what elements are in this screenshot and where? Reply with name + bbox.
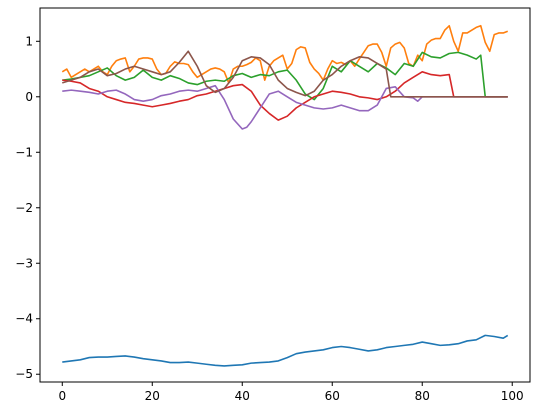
- x-tick-label: 60: [325, 389, 340, 403]
- y-tick-label: −3: [15, 256, 33, 270]
- x-tick-label: 20: [145, 389, 160, 403]
- y-tick-label: −5: [15, 367, 33, 381]
- y-tick-label: 0: [25, 90, 33, 104]
- x-tick-label: 40: [235, 389, 250, 403]
- series-line-4: [62, 71, 508, 121]
- x-tick-label: 100: [501, 389, 524, 403]
- x-tick-label: 0: [58, 389, 66, 403]
- y-tick-label: 1: [25, 34, 33, 48]
- y-tick-label: −2: [15, 201, 33, 215]
- series-line-5: [62, 84, 508, 130]
- x-axis: 0 20 40 60 80 100: [58, 382, 524, 403]
- series-line-3: [62, 51, 508, 101]
- y-axis: 1 0 −1 −2 −3 −4 −5: [15, 34, 40, 381]
- y-tick-label: −1: [15, 145, 33, 159]
- plot-lines: [61, 24, 509, 367]
- y-tick-label: −4: [15, 312, 33, 326]
- x-tick-label: 80: [415, 389, 430, 403]
- series-line-6: [62, 50, 508, 98]
- plot-frame: [39, 7, 531, 383]
- series-line-2: [61, 24, 509, 84]
- series-line-1: [62, 334, 509, 367]
